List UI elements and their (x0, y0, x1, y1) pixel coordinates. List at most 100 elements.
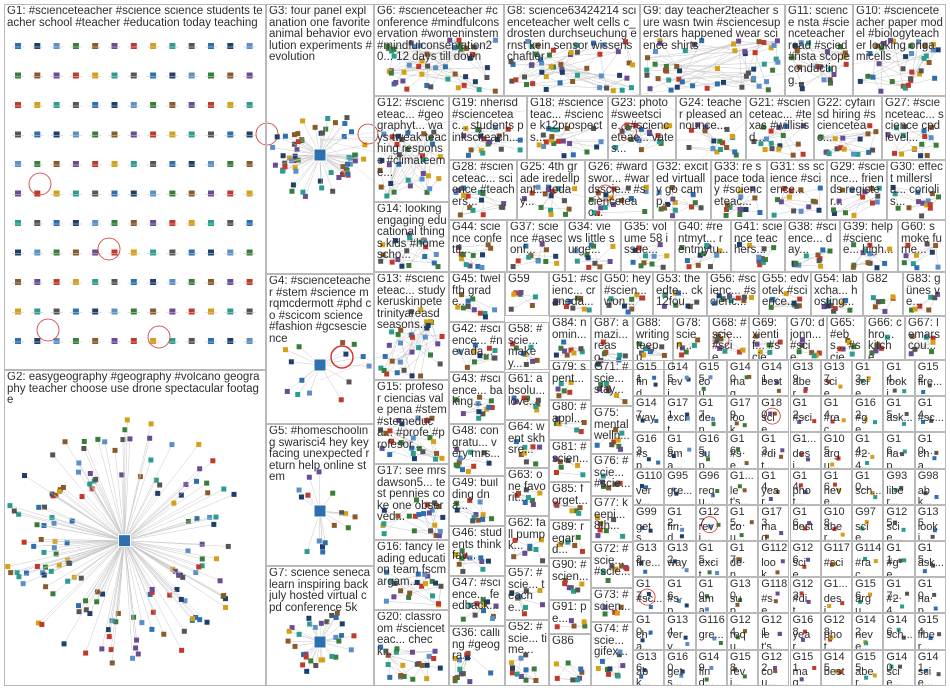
node (120, 437, 126, 443)
node (548, 207, 554, 213)
node (393, 238, 399, 244)
node (600, 569, 606, 575)
group-label: G11: science nsta #scienceteacher read #… (788, 6, 851, 87)
node (246, 131, 253, 138)
small-group-box: G142 neve... (852, 613, 884, 650)
group-g2-nodes (5, 417, 237, 666)
node (920, 200, 926, 206)
node (695, 262, 701, 268)
node (208, 72, 214, 79)
node (864, 641, 869, 646)
node (777, 632, 782, 637)
node (652, 375, 657, 380)
node (227, 308, 234, 315)
node (740, 347, 746, 353)
node (455, 85, 461, 91)
node (480, 150, 486, 156)
node (661, 205, 667, 211)
node (227, 43, 234, 49)
node (574, 677, 580, 683)
node (840, 187, 846, 193)
group-box-g48: G48: congratu... very mrs... (449, 424, 505, 476)
small-group-label: G140 (729, 362, 751, 385)
node (475, 127, 481, 133)
self-loop (330, 345, 354, 369)
node (481, 608, 487, 614)
node (170, 566, 176, 572)
node (935, 264, 941, 270)
group-box-g29: G29: #science... friends register... (827, 160, 887, 220)
node (780, 132, 786, 138)
node (460, 185, 466, 191)
group-box-g7: G7: science senecalearn inspiring back j… (266, 566, 374, 686)
node (761, 39, 767, 45)
node (384, 371, 390, 377)
node (619, 87, 625, 93)
group-label: G4: #scienceteacher #stem #science mrqmc… (269, 276, 372, 345)
group-label: G26: #wardswor... #wardsscie... #science… (588, 162, 650, 220)
node (523, 652, 529, 658)
node (806, 599, 811, 604)
node (747, 374, 752, 379)
node (929, 418, 934, 423)
small-group-label: G16... (792, 506, 808, 530)
node (56, 562, 62, 568)
node (208, 161, 214, 167)
node (691, 342, 697, 348)
node (775, 570, 780, 575)
node (178, 492, 184, 498)
node (836, 488, 841, 493)
node (620, 533, 626, 539)
node (840, 601, 845, 606)
node (559, 66, 565, 72)
small-group-term: desi... (792, 449, 811, 469)
node (690, 83, 696, 89)
node (717, 138, 723, 144)
node (613, 427, 619, 433)
node (707, 264, 713, 270)
hub-node (313, 148, 327, 162)
node (342, 121, 348, 127)
node (231, 491, 237, 497)
node (419, 583, 425, 589)
small-group-box: G14... phot... (789, 468, 821, 505)
node (729, 133, 735, 139)
node (433, 251, 439, 257)
group-label: G23: photo #sweetscie... #scienceteac...… (611, 98, 674, 156)
node (341, 170, 347, 176)
node (435, 601, 441, 607)
node (716, 293, 722, 299)
small-group-label: G14... (917, 398, 933, 421)
node (924, 241, 930, 247)
node (564, 125, 570, 131)
node (470, 207, 476, 213)
group-box-g55: G55: edvotek #science... (759, 272, 811, 316)
node (633, 122, 639, 128)
node (188, 249, 195, 256)
node (482, 310, 488, 316)
node (344, 167, 350, 173)
node (903, 54, 909, 60)
small-group-label: G147 (636, 398, 657, 421)
node (392, 580, 398, 586)
group-label: G61: absolu... love... (508, 374, 546, 409)
node (612, 609, 618, 615)
node (381, 367, 387, 373)
small-group-box: G171 excit... (664, 396, 696, 433)
group-box-g63: G63: one favorit... (505, 468, 549, 516)
node (386, 162, 392, 168)
small-group-term: gre... (698, 630, 724, 642)
small-group-box: G179 look... (726, 396, 759, 433)
group-box-g15: G15: profesor ciencias vale pena #stem #… (374, 380, 449, 464)
node (316, 469, 322, 475)
node (909, 69, 915, 75)
node (762, 257, 768, 263)
small-group-label: G155 (855, 651, 876, 675)
node (523, 243, 529, 249)
small-group-term: scie... (886, 521, 902, 541)
node (711, 300, 717, 306)
node (876, 185, 882, 191)
group-box-g1: G1: #scienceteacher #science science stu… (4, 4, 266, 370)
node (705, 594, 710, 599)
node (416, 446, 422, 452)
